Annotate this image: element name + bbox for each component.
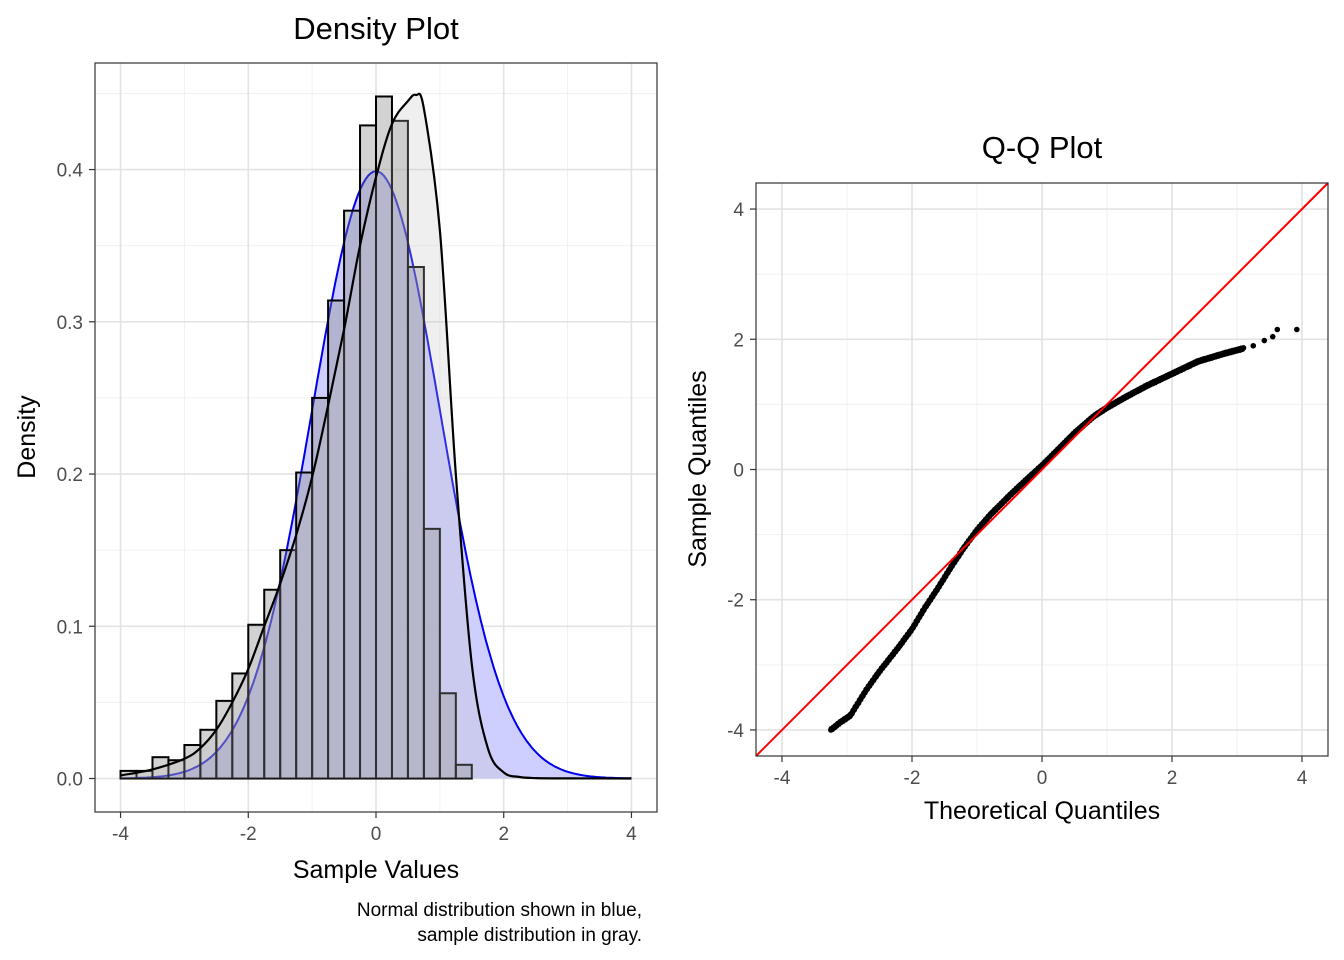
density-x-axis-title: Sample Values bbox=[293, 856, 459, 884]
caption-line-2: sample distribution in gray. bbox=[417, 925, 642, 946]
sample-density-fill bbox=[120, 93, 632, 779]
x-tick-label: 4 bbox=[1297, 768, 1308, 789]
x-tick-label: -2 bbox=[904, 768, 921, 789]
histogram-bar bbox=[454, 763, 473, 780]
qq-point bbox=[1240, 345, 1247, 351]
y-tick-label: 0.2 bbox=[57, 465, 83, 486]
qq-reference-line bbox=[755, 182, 1329, 757]
y-tick-label: -2 bbox=[727, 591, 744, 612]
y-tick-label: 0.1 bbox=[57, 617, 83, 638]
qq-axis-ticks: -4 -2 0 2 4 -4 -2 0 2 4 bbox=[727, 200, 1308, 789]
caption-line-1: Normal distribution shown in blue, bbox=[357, 900, 642, 921]
reference-line bbox=[755, 182, 1329, 757]
qq-point bbox=[1274, 326, 1281, 333]
qq-x-axis-title: Theoretical Quantiles bbox=[924, 797, 1160, 825]
x-tick-label: 4 bbox=[626, 824, 637, 845]
y-tick-label: 0 bbox=[733, 461, 744, 482]
y-tick-label: 4 bbox=[733, 200, 744, 221]
density-panel: Density Plot -4 -2 0 2 4 0.0 0.1 0.2 0.3 0.4 Samp… bbox=[13, 11, 658, 946]
y-tick-label: 0.0 bbox=[57, 770, 83, 791]
x-tick-label: -4 bbox=[112, 824, 129, 845]
density-axis-ticks: -4 -2 0 2 4 0.0 0.1 0.2 0.3 0.4 bbox=[57, 161, 638, 845]
sample-histogram bbox=[119, 95, 473, 780]
sample-density-curve bbox=[120, 92, 632, 780]
histogram-bar bbox=[406, 265, 425, 780]
qq-point bbox=[1269, 333, 1276, 340]
qq-chart-title: Q-Q Plot bbox=[982, 130, 1103, 165]
histogram-bar bbox=[438, 692, 457, 780]
histogram-bar bbox=[422, 527, 441, 780]
density-chart-title: Density Plot bbox=[293, 11, 459, 46]
qq-point bbox=[1294, 326, 1300, 333]
qq-points bbox=[828, 326, 1300, 733]
x-tick-label: 0 bbox=[1037, 768, 1048, 789]
qq-point bbox=[1250, 342, 1257, 349]
qq-point bbox=[1261, 337, 1268, 344]
y-tick-label: 0.4 bbox=[57, 161, 84, 182]
y-tick-label: 2 bbox=[733, 330, 744, 351]
qq-y-axis-title: Sample Quantiles bbox=[684, 370, 712, 567]
y-tick-label: -4 bbox=[727, 721, 744, 742]
x-tick-label: 0 bbox=[371, 824, 382, 845]
x-tick-label: 2 bbox=[498, 824, 509, 845]
x-tick-label: -2 bbox=[240, 824, 257, 845]
y-tick-label: 0.3 bbox=[57, 313, 83, 334]
x-tick-label: -4 bbox=[774, 768, 791, 789]
qq-panel: Q-Q Plot -4 -2 0 2 4 -4 -2 0 2 4 Theoretical Quan… bbox=[684, 130, 1329, 825]
sample-density-line bbox=[120, 92, 632, 780]
x-tick-label: 2 bbox=[1167, 768, 1178, 789]
density-y-axis-title: Density bbox=[13, 395, 41, 479]
